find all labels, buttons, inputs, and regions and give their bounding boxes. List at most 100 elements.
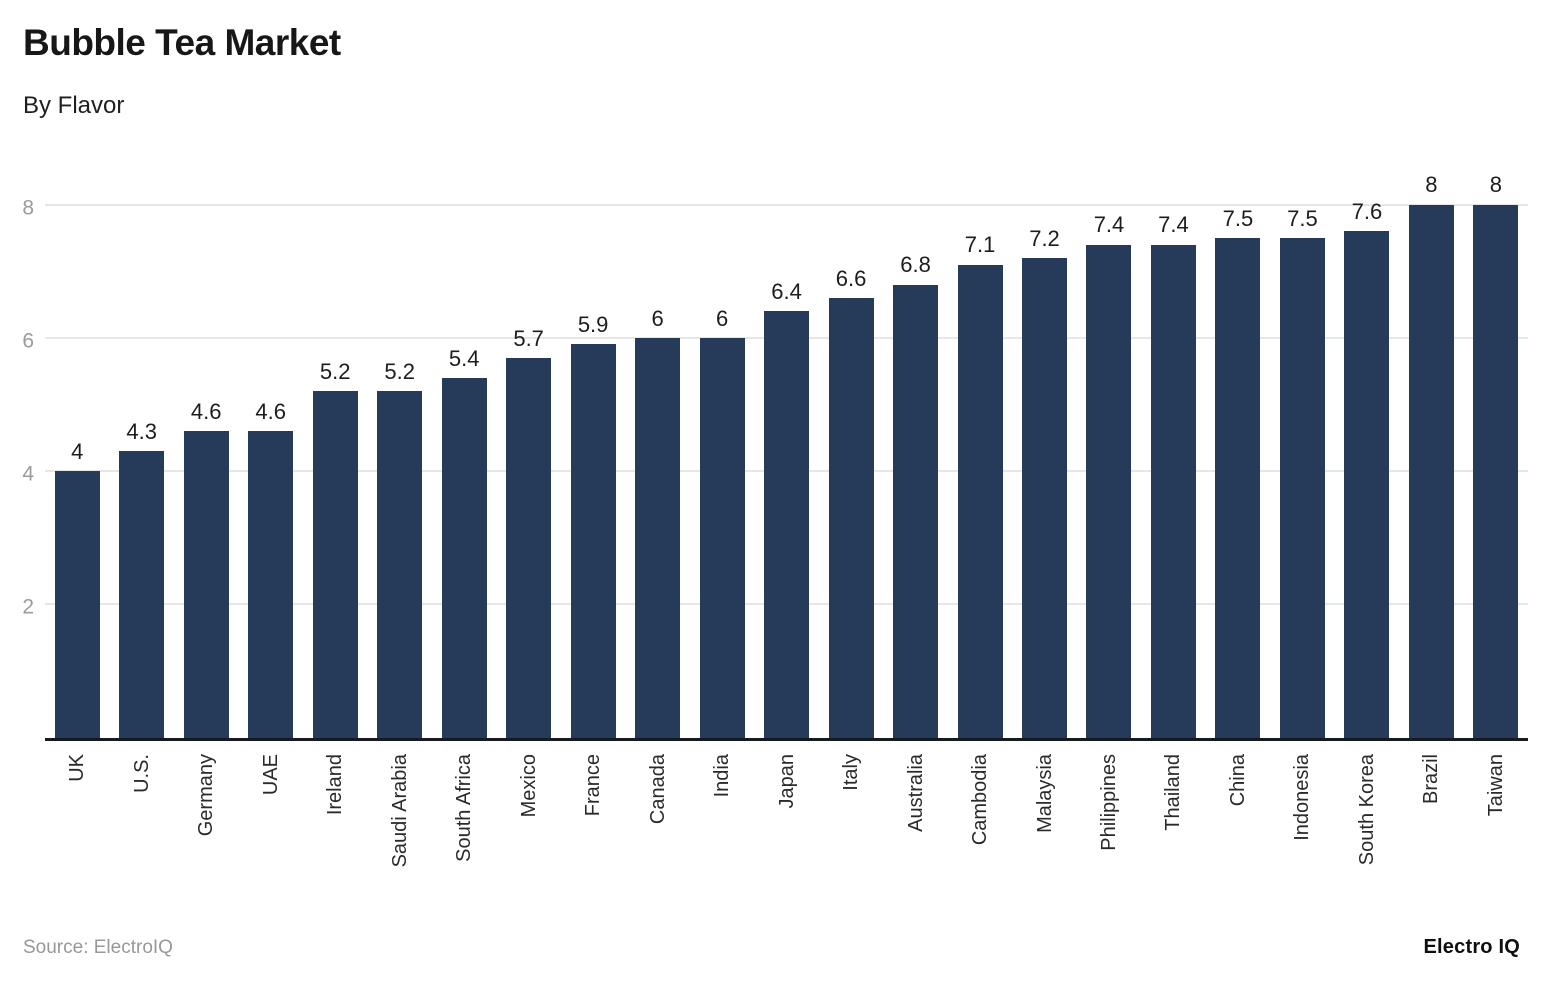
bar-value-label: 5.2 [384, 358, 415, 384]
bar [506, 357, 552, 738]
bar-value-label: 7.1 [964, 232, 996, 258]
x-category-cell: UAE [238, 741, 302, 919]
x-category-cell: Taiwan [1464, 741, 1528, 919]
x-category-label: Ireland [324, 753, 347, 815]
brand-logo: Electro IQ [1423, 936, 1520, 958]
x-category-label: U.S. [130, 753, 153, 793]
x-category-cell: Mexico [496, 741, 560, 919]
bar [119, 451, 165, 738]
bar-slot: 4 [45, 438, 109, 738]
x-category-cell: France [561, 741, 625, 919]
x-category-cell: South Africa [432, 741, 496, 919]
bar [893, 284, 939, 738]
bar-value-label: 7.6 [1351, 199, 1383, 225]
x-category-cell: Malaysia [1012, 741, 1076, 919]
bar-value-label: 6 [715, 305, 729, 331]
bar-slot: 6 [625, 306, 689, 738]
bar [764, 311, 810, 738]
x-category-cell: Canada [625, 741, 689, 919]
bar [1473, 204, 1519, 738]
bar-value-label: 6.6 [835, 265, 867, 291]
bar-slot: 8 [1399, 173, 1463, 738]
bar [1022, 257, 1067, 738]
bar-slot: 7.2 [1012, 225, 1076, 738]
bar-value-label: 4.6 [255, 398, 286, 424]
bar-value-label: 4.6 [190, 398, 222, 424]
bar [1408, 204, 1454, 738]
bar-slot: 7.5 [1206, 205, 1270, 738]
bar-slot: 6.6 [819, 265, 883, 738]
bar [377, 391, 423, 738]
bar-slot: 8 [1464, 173, 1528, 738]
x-category-cell: Ireland [303, 741, 367, 919]
x-category-label: Taiwan [1484, 753, 1507, 816]
x-category-label: Saudi Arabia [388, 753, 411, 867]
bar-value-label: 7.5 [1287, 205, 1318, 231]
x-category-label: Germany [195, 753, 218, 836]
bar [54, 471, 100, 738]
source-caption: Source: ElectroIQ [23, 937, 173, 958]
bar [570, 344, 616, 738]
chart-title: Bubble Tea Market [23, 22, 341, 63]
x-category-label: UAE [259, 753, 282, 795]
x-category-cell: Australia [883, 741, 947, 919]
bar-slot: 5.4 [432, 345, 496, 738]
bar [957, 264, 1003, 738]
x-category-label: Philippines [1097, 753, 1120, 851]
bar [1344, 231, 1390, 738]
bar-slot: 7.6 [1335, 199, 1399, 738]
bar-chart: 2 4 6 8 4 4.3 4.6 4.6 5.2 5.2 5.4 5.7 5.9 6 6 6.4 6.6 6.… [22, 173, 1528, 919]
x-category-cell: U.S. [109, 741, 173, 919]
x-category-label: Japan [775, 753, 798, 809]
bar-value-label: 5.4 [448, 345, 480, 371]
bar-value-label: 7.4 [1093, 212, 1125, 238]
bar [1086, 244, 1132, 738]
x-category-cell: Brazil [1399, 741, 1463, 919]
bar-slot: 5.7 [496, 326, 560, 738]
bar [183, 431, 229, 738]
bar [699, 337, 745, 738]
bar [635, 337, 681, 738]
bar [1215, 237, 1261, 738]
footer: Source: ElectroIQ Electro IQ [23, 936, 1520, 959]
plot-area: 2 4 6 8 4 4.3 4.6 4.6 5.2 5.2 5.4 5.7 5.9 6 6 6.4 6.6 6.… [22, 173, 1528, 741]
y-tick-label: 6 [22, 329, 34, 353]
bar-slot: 6.8 [883, 252, 947, 738]
x-category-cell: UK [45, 741, 109, 919]
bar [1150, 244, 1196, 738]
x-category-label: China [1226, 753, 1249, 806]
bar-value-label: 7.2 [1029, 225, 1060, 251]
bar-value-label: 5.9 [577, 312, 609, 338]
bar-value-label: 6.4 [771, 278, 802, 304]
bar-slot: 7.5 [1270, 205, 1334, 738]
chart-subtitle: By Flavor [23, 91, 125, 119]
bar [312, 391, 358, 738]
x-category-label: South Africa [453, 753, 476, 862]
bar [248, 431, 294, 738]
bar-slot: 5.9 [561, 312, 625, 738]
bar-slot: 6 [690, 305, 754, 738]
x-category-label: Mexico [517, 753, 540, 817]
x-category-label: France [582, 753, 605, 816]
x-category-cell: Indonesia [1270, 741, 1334, 919]
x-category-label: South Korea [1355, 753, 1378, 865]
bar-slot: 7.1 [948, 232, 1012, 738]
bar-value-label: 5.2 [319, 358, 351, 384]
bar-slot: 7.4 [1077, 212, 1141, 738]
y-tick-label: 4 [22, 462, 34, 486]
bar-slot: 4.3 [109, 418, 173, 738]
bar-value-label: 6.8 [900, 252, 931, 278]
bar-slot: 7.4 [1141, 212, 1205, 738]
x-category-cell: Philippines [1077, 741, 1141, 919]
x-category-cell: Germany [174, 741, 238, 919]
bar-value-label: 7.4 [1158, 212, 1189, 238]
x-category-label: Canada [646, 753, 669, 824]
bars-layer: 4 4.3 4.6 4.6 5.2 5.2 5.4 5.7 5.9 6 6 6.4 6.6 6.8 7.1 7… [45, 173, 1528, 738]
bar-value-label: 4.3 [126, 418, 158, 444]
x-category-cell: Cambodia [948, 741, 1012, 919]
bar [828, 297, 874, 738]
bar-slot: 5.2 [367, 358, 431, 738]
y-tick-label: 8 [22, 196, 34, 220]
bar-value-label: 7.5 [1222, 205, 1254, 231]
bar-value-label: 4 [71, 438, 84, 464]
